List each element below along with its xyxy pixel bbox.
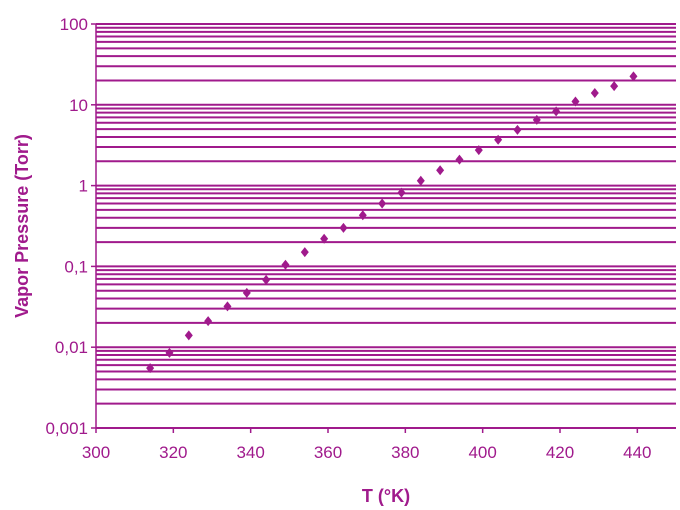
data-point bbox=[339, 223, 347, 233]
x-axis-title: T (°K) bbox=[362, 486, 410, 506]
gridlines bbox=[96, 24, 676, 428]
x-tick-label: 340 bbox=[236, 443, 264, 462]
data-point bbox=[223, 301, 231, 311]
data-point bbox=[591, 88, 599, 98]
y-tick-label: 0,1 bbox=[64, 257, 88, 276]
x-tick-label: 400 bbox=[468, 443, 496, 462]
x-tick-label: 380 bbox=[391, 443, 419, 462]
data-point bbox=[378, 199, 386, 209]
y-tick-label: 0,01 bbox=[55, 338, 88, 357]
y-axis-title: Vapor Pressure (Torr) bbox=[12, 134, 32, 318]
x-tick-label: 320 bbox=[159, 443, 187, 462]
data-point bbox=[281, 260, 289, 270]
y-tick-label: 0,001 bbox=[45, 419, 88, 438]
data-point bbox=[243, 288, 251, 298]
data-point bbox=[417, 176, 425, 186]
x-tick-label: 300 bbox=[82, 443, 110, 462]
x-tick-label: 360 bbox=[314, 443, 342, 462]
y-tick-label: 1 bbox=[79, 177, 88, 196]
data-point bbox=[610, 81, 618, 91]
y-tick-label: 10 bbox=[69, 96, 88, 115]
data-point bbox=[455, 155, 463, 165]
data-point bbox=[513, 125, 521, 135]
data-point bbox=[204, 316, 212, 326]
x-tick-labels: 300 320 340 360 380 400 420 440 bbox=[82, 443, 652, 462]
y-tick-label: 100 bbox=[60, 15, 88, 34]
data-point bbox=[436, 165, 444, 175]
y-tick-labels: 0,001 0,01 0,1 1 10 100 bbox=[45, 15, 88, 438]
data-point bbox=[165, 348, 173, 358]
data-point bbox=[185, 330, 193, 340]
x-tick-label: 420 bbox=[546, 443, 574, 462]
x-tick-label: 440 bbox=[623, 443, 651, 462]
data-point bbox=[301, 247, 309, 257]
